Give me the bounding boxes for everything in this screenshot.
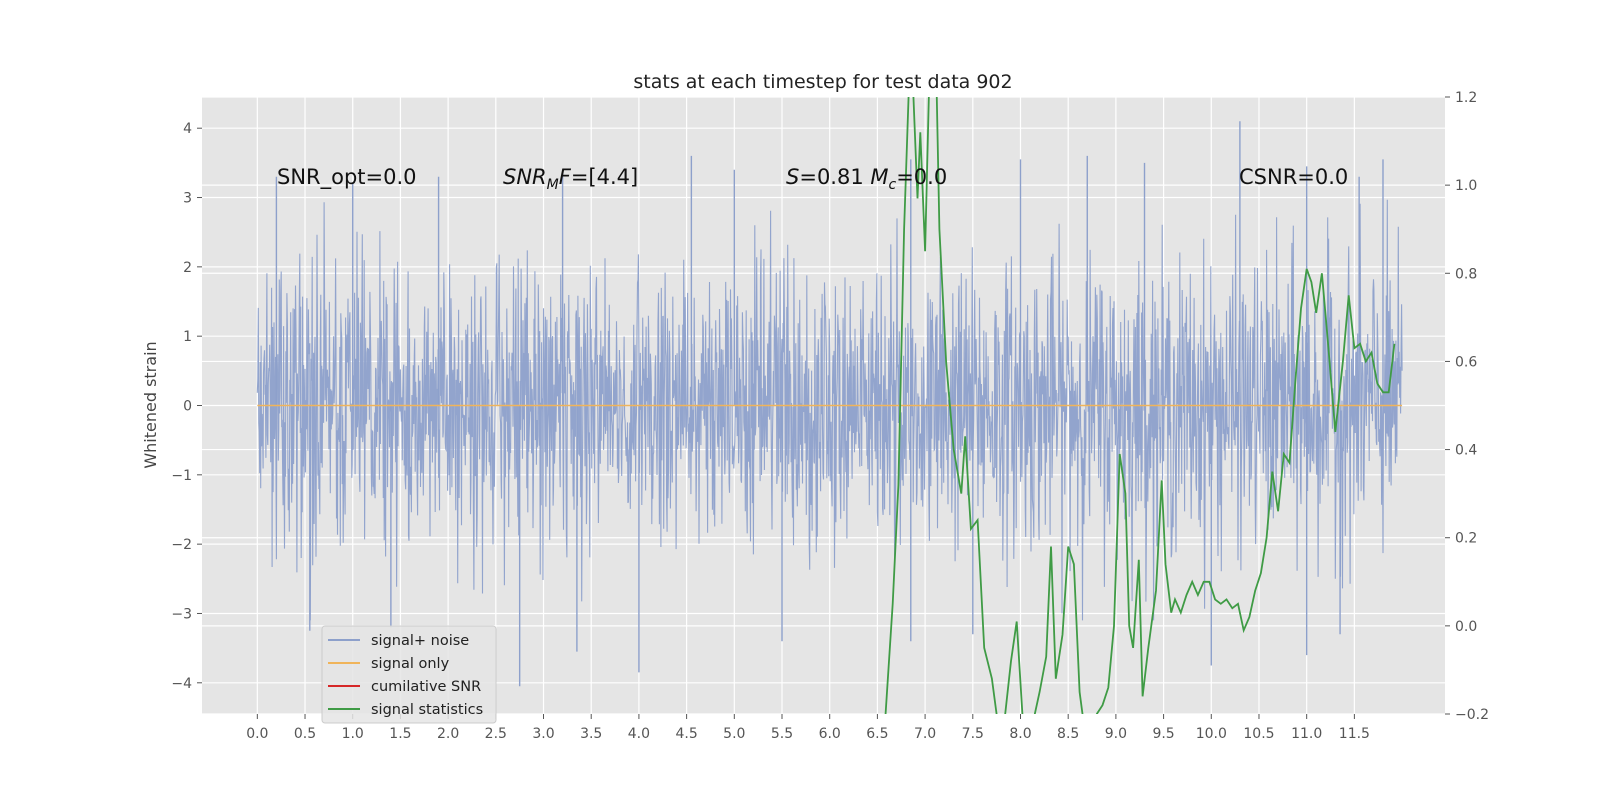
y-tick-label: 3: [183, 191, 192, 207]
x-tick-label: 10.5: [1243, 726, 1274, 742]
y-tick-label: 2: [183, 260, 192, 276]
x-tick-label: 8.5: [1057, 726, 1079, 742]
x-tick-label: 2.5: [485, 726, 507, 742]
y2-tick-label: 0.0: [1455, 619, 1477, 635]
legend-label-signal-only: signal only: [371, 656, 450, 672]
annotation-csnr: CSNR=0.0: [1239, 165, 1348, 189]
y2-tick-label: 0.6: [1455, 354, 1477, 370]
x-tick-label: 1.5: [389, 726, 411, 742]
y2-tick-label: 1.2: [1455, 90, 1477, 106]
annotation-snr-mf: SNRMF=[4.4]: [503, 165, 638, 193]
x-tick-label: 11.5: [1339, 726, 1370, 742]
legend-label-cumulative-snr: cumilative SNR: [371, 679, 481, 695]
x-tick-label: 9.0: [1105, 726, 1127, 742]
x-tick-label: 7.5: [962, 726, 984, 742]
x-tick-label: 3.5: [580, 726, 602, 742]
x-axis: 0.0 0.5 1.0 1.5 2.0 2.5 3.0 3.5 4.0 4.5 5.0 5.5 6.0 6…: [246, 714, 1370, 742]
y2-tick-label: −0.2: [1455, 707, 1489, 723]
y-tick-label: −1: [171, 468, 192, 484]
y2-tick-label: 0.8: [1455, 266, 1477, 282]
legend: signal+ noise signal only cumilative SNR…: [321, 625, 497, 724]
y2-tick-label: 0.2: [1455, 531, 1477, 547]
y-tick-label: −2: [171, 537, 192, 553]
annotation-s-mc: S=0.81 Mc=0.0: [786, 165, 947, 193]
y2-tick-label: 0.4: [1455, 443, 1477, 459]
x-tick-label: 9.5: [1152, 726, 1174, 742]
y-axis-title: Whitened strain: [141, 341, 160, 468]
x-tick-label: 2.0: [437, 726, 459, 742]
annotation-snr-opt: SNR_opt=0.0: [277, 165, 417, 190]
y-tick-label: 4: [183, 121, 192, 137]
series-signal-statistics: [884, 97, 1396, 714]
legend-box: [321, 625, 497, 724]
x-tick-label: 11.0: [1291, 726, 1322, 742]
plot-series: [256, 97, 1403, 714]
x-tick-label: 5.5: [771, 726, 793, 742]
y-axis-left: 4 3 2 1 0 −1 −2 −3 −4: [171, 121, 202, 692]
x-tick-label: 8.0: [1009, 726, 1031, 742]
y2-tick-label: 1.0: [1455, 178, 1477, 194]
legend-label-signal-noise: signal+ noise: [371, 633, 469, 649]
annotations: SNR_opt=0.0 SNRMF=[4.4] S=0.81 Mc=0.0 CS…: [277, 165, 1348, 193]
x-tick-label: 3.0: [532, 726, 554, 742]
x-tick-label: 0.5: [294, 726, 316, 742]
chart-title: stats at each timestep for test data 902: [633, 71, 1012, 93]
y-tick-label: 1: [183, 329, 192, 345]
x-tick-label: 1.0: [342, 726, 364, 742]
y-tick-label: −4: [171, 676, 192, 692]
y-axis-right: 1.2 1.0 0.8 0.6 0.4 0.2 0.0 −0.2: [1445, 90, 1489, 723]
legend-label-signal-statistics: signal statistics: [371, 702, 483, 718]
x-tick-label: 7.0: [914, 726, 936, 742]
x-tick-label: 0.0: [246, 726, 268, 742]
x-tick-label: 10.0: [1196, 726, 1227, 742]
x-tick-label: 6.5: [866, 726, 888, 742]
x-tick-label: 4.0: [628, 726, 650, 742]
x-tick-label: 6.0: [819, 726, 841, 742]
x-tick-label: 4.5: [675, 726, 697, 742]
x-tick-label: 5.0: [723, 726, 745, 742]
y-tick-label: −3: [171, 606, 192, 622]
y-tick-label: 0: [183, 399, 192, 415]
